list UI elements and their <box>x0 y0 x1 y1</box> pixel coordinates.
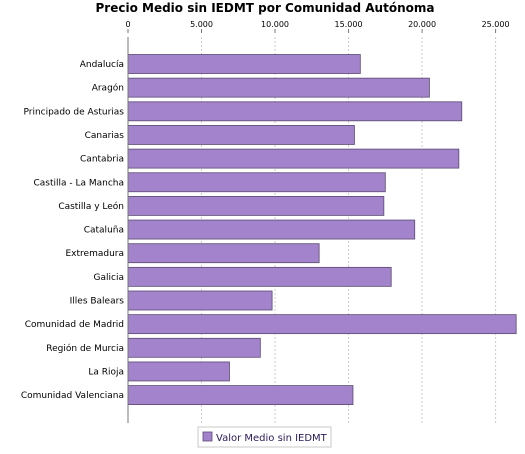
bar <box>127 219 416 240</box>
bar <box>127 337 261 358</box>
category-label: Comunidad Valenciana <box>21 391 124 401</box>
category-labels: Andalucía Aragón Principado de Asturias Can… <box>21 60 124 401</box>
legend-box <box>197 426 332 448</box>
category-label: Castilla - La Mancha <box>33 178 124 188</box>
bar <box>127 101 463 122</box>
category-label: Galicia <box>94 273 124 283</box>
category-label: Canarias <box>85 131 125 141</box>
legend-label: Valor Medio sin IEDMT <box>216 433 328 444</box>
category-label: Comunidad de Madrid <box>25 320 124 330</box>
legend: Valor Medio sin IEDMT <box>197 426 332 448</box>
category-label: Cataluña <box>84 226 124 236</box>
category-label: La Rioja <box>88 367 124 377</box>
bar <box>127 266 392 287</box>
bar <box>127 54 361 74</box>
category-label: Aragón <box>92 83 124 94</box>
bar <box>127 314 517 335</box>
bar <box>127 385 354 406</box>
bar <box>127 290 273 311</box>
bar-series <box>127 54 517 406</box>
bar <box>127 361 230 382</box>
category-label: Región de Murcia <box>46 343 124 354</box>
x-tick-label: 0 <box>125 20 130 29</box>
bar <box>127 148 460 169</box>
category-label: Andalucía <box>80 60 124 70</box>
x-tick-label: 15.000 <box>335 20 363 29</box>
x-tick-label: 10.000 <box>261 20 289 29</box>
category-label: Extremadura <box>66 249 125 259</box>
category-label: Principado de Asturias <box>23 107 124 117</box>
category-label: Illes Balears <box>70 297 125 307</box>
category-label: Castilla y León <box>58 201 124 212</box>
x-axis-ticks: 0 5.000 10.000 15.000 20.000 25.000 <box>125 20 510 33</box>
bar <box>127 195 385 216</box>
legend-swatch <box>202 431 213 442</box>
bar <box>127 77 430 98</box>
x-tick-label: 20.000 <box>408 20 436 29</box>
bar <box>127 172 386 193</box>
x-tick-label: 5.000 <box>190 20 213 29</box>
x-tick-label: 25.000 <box>482 20 510 29</box>
bar <box>127 125 355 145</box>
chart-title: Precio Medio sin IEDMT por Comunidad Aut… <box>96 1 435 15</box>
bar <box>127 243 320 264</box>
category-label: Cantabria <box>80 155 124 165</box>
